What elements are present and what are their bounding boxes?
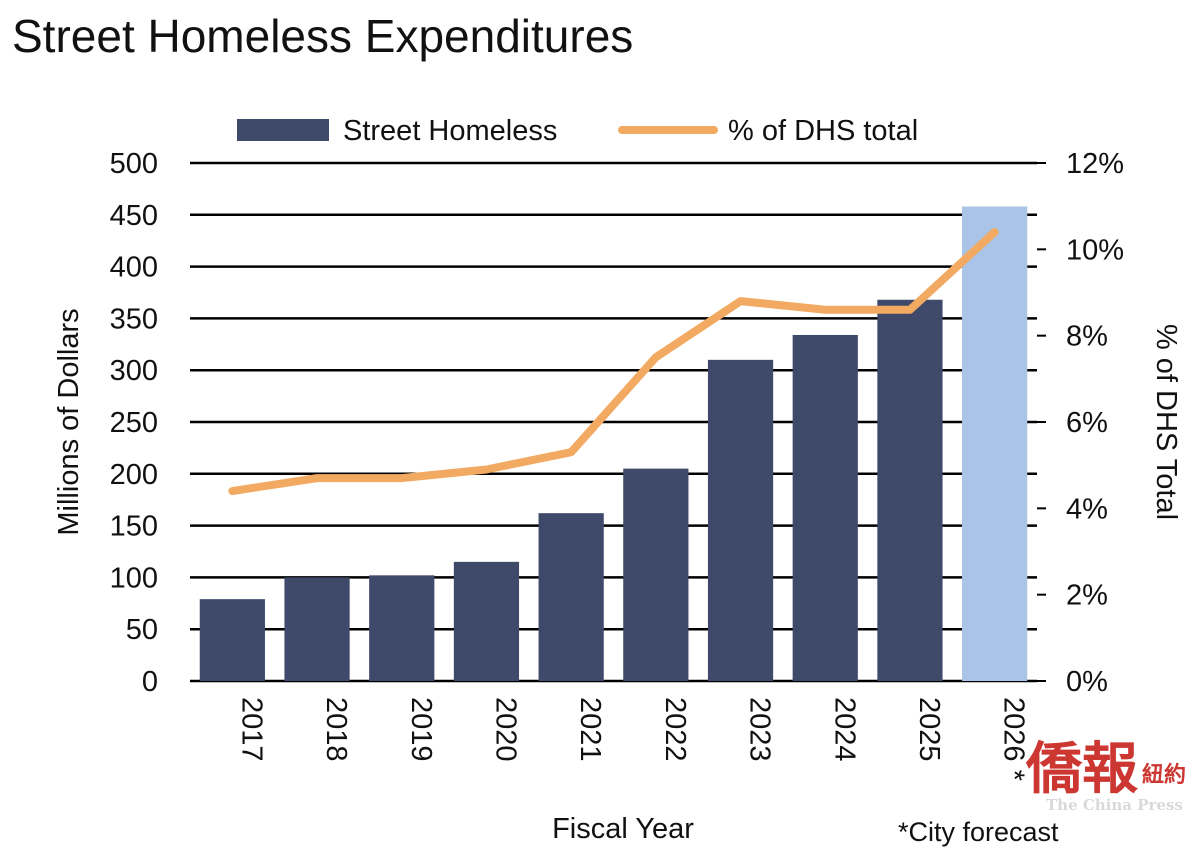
bar-2019 (369, 575, 435, 681)
y2-tick-label: 12% (1066, 148, 1124, 180)
x-tick-label: 2026 * (998, 697, 1030, 781)
watermark-chinese: 僑報 (1025, 736, 1138, 802)
dhs-percent-line (228, 228, 999, 496)
bar-series (199, 206, 1028, 681)
y-tick-label: 100 (110, 562, 158, 594)
bar-2026 (962, 206, 1028, 681)
y2-tick-label: 8% (1066, 321, 1108, 353)
x-tick-label: 2023 (744, 697, 776, 762)
bar-2025 (877, 299, 943, 681)
y-tick-label: 400 (110, 252, 158, 284)
y2-tick-label: 6% (1066, 407, 1108, 439)
x-axis-ticks: 2017 2018 2019 2020 2021 2022 2023 2024 2025 2026… (235, 697, 1029, 781)
x-tick-label: 2021 (574, 697, 606, 762)
x-axis-title: Fiscal Year (552, 813, 694, 845)
forecast-note: *City forecast (898, 817, 1059, 847)
y-tick-label: 50 (126, 614, 158, 646)
x-tick-label: 2018 (320, 697, 352, 762)
x-tick-label: 2025 (913, 697, 945, 762)
y-tick-label: 300 (110, 355, 158, 387)
y2-tick-label: 2% (1066, 580, 1108, 612)
bar-2020 (453, 561, 520, 681)
x-tick-label: 2017 (235, 697, 267, 762)
y-tick-label: 450 (110, 200, 158, 232)
y2-tick-label: 4% (1066, 493, 1108, 525)
bar-2022 (623, 468, 689, 681)
y-tick-label: 500 (110, 148, 158, 180)
chart-title: Street Homeless Expenditures (12, 10, 633, 62)
y-tick-label: 200 (110, 459, 158, 491)
watermark-logo: 僑報 紐約 The China Press (1025, 736, 1186, 814)
left-axis-ticks: 0 50 100 150 200 250 300 350 400 450 500 (110, 148, 158, 698)
x-tick-label: 2020 (489, 697, 521, 762)
y2-axis-title: % of DHS Total (1150, 324, 1182, 520)
bar-2024 (792, 334, 858, 681)
y-tick-label: 150 (110, 511, 158, 543)
watermark-english: The China Press (1046, 796, 1183, 814)
bar-2021 (538, 513, 604, 681)
watermark-chinese-small: 紐約 (1142, 762, 1186, 788)
y-tick-label: 350 (110, 303, 158, 335)
line-series (228, 228, 999, 496)
bar-2017 (199, 599, 265, 681)
right-axis-ticks: 0% 2% 4% 6% 8% 10% 12% (1037, 148, 1124, 698)
legend-label-street-homeless: Street Homeless (343, 115, 557, 147)
x-tick-label: 2024 (828, 697, 860, 762)
bar-2023 (707, 359, 774, 681)
y-axis-title: Millions of Dollars (53, 308, 85, 535)
bar-2018 (284, 577, 350, 681)
y-tick-label: 0 (142, 666, 158, 698)
y-tick-label: 250 (110, 407, 158, 439)
legend-label-dhs-percent: % of DHS total (728, 115, 918, 147)
legend-swatch-street-homeless (237, 119, 329, 141)
y2-tick-label: 10% (1066, 234, 1124, 266)
y2-tick-label: 0% (1066, 666, 1108, 698)
x-tick-label: 2022 (659, 697, 691, 762)
legend: Street Homeless % of DHS total (237, 115, 918, 147)
x-tick-label: 2019 (405, 697, 437, 762)
